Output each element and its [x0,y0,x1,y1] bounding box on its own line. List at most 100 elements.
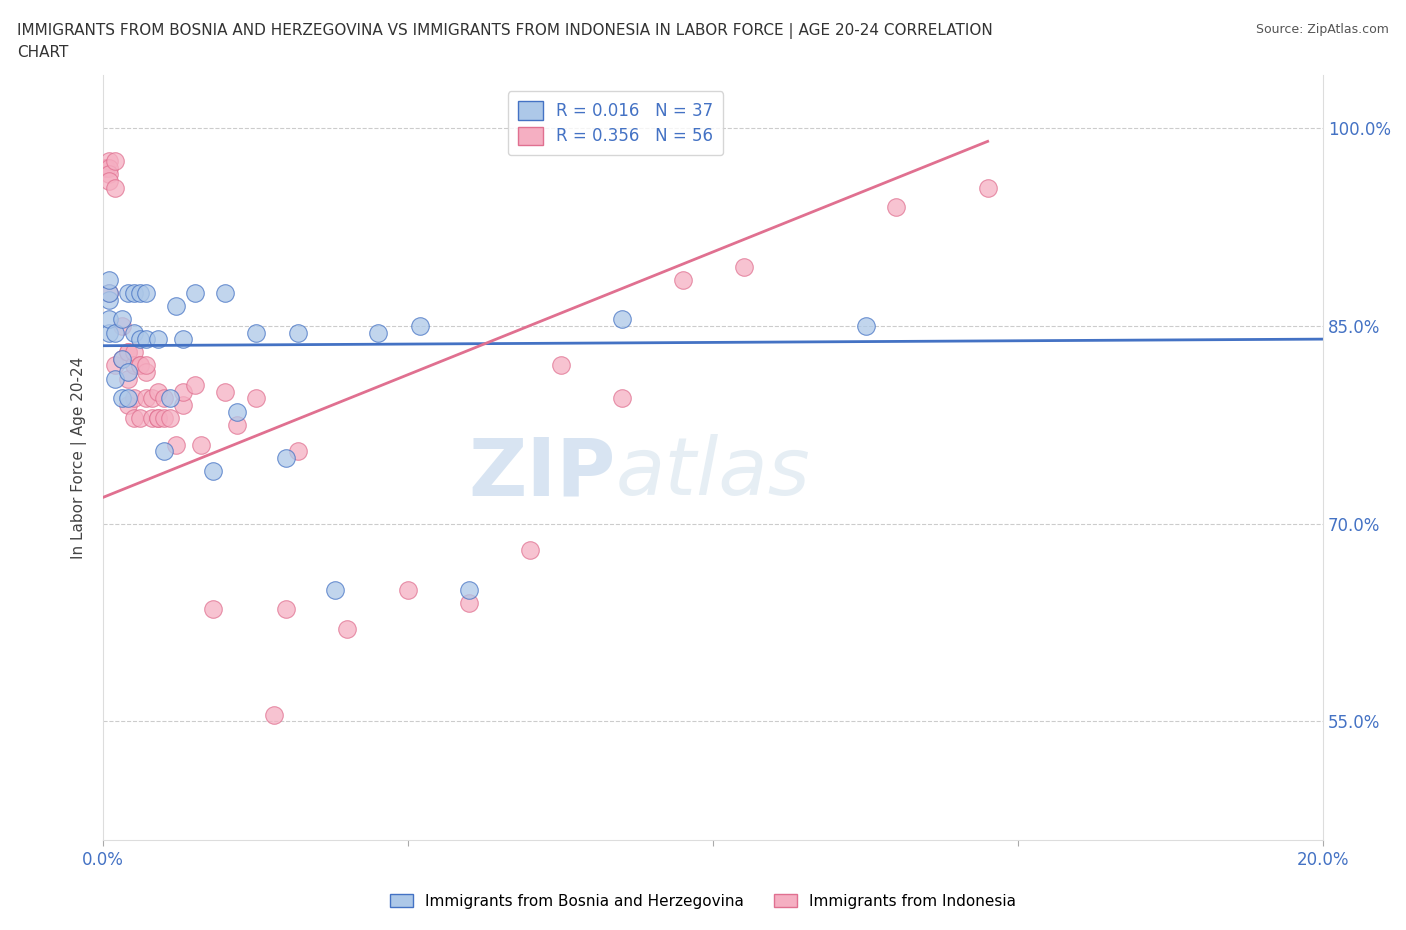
Point [672,272,695,287]
Point [135,332,157,347]
Point [110,352,132,366]
Point [104,326,127,340]
Point [110,391,132,405]
Point [287,326,309,340]
Point [146,411,169,426]
Text: atlas: atlas [616,434,810,512]
Point [336,622,359,637]
Point [146,411,169,426]
Legend: R = 0.016   N = 37, R = 0.356   N = 56: R = 0.016 N = 37, R = 0.356 N = 56 [508,91,723,155]
Point [245,326,267,340]
Point [122,391,145,405]
Point [117,371,139,386]
Point [117,398,139,413]
Text: CHART: CHART [17,45,69,60]
Point [153,444,176,458]
Point [201,602,224,617]
Point [276,602,298,617]
Point [263,708,285,723]
Point [610,312,633,326]
Point [214,384,236,399]
Point [396,582,419,597]
Point [519,542,541,557]
Point [165,437,187,452]
Point [458,595,481,610]
Point [98,312,121,326]
Point [201,463,224,478]
Point [367,326,389,340]
Point [146,384,169,399]
Point [104,371,127,386]
Point [159,411,181,426]
Point [117,286,139,300]
Point [172,332,194,347]
Point [98,292,121,307]
Point [122,358,145,373]
Point [98,166,121,181]
Point [976,180,998,195]
Point [141,411,163,426]
Point [323,582,346,597]
Point [98,326,121,340]
Point [117,391,139,405]
Point [128,358,150,373]
Text: Source: ZipAtlas.com: Source: ZipAtlas.com [1256,23,1389,36]
Point [733,259,755,274]
Point [110,352,132,366]
Point [159,391,181,405]
Point [98,153,121,168]
Point [153,391,176,405]
Point [135,391,157,405]
Point [122,326,145,340]
Point [117,365,139,379]
Point [104,153,127,168]
Point [884,200,907,215]
Point [226,405,249,419]
Text: IMMIGRANTS FROM BOSNIA AND HERZEGOVINA VS IMMIGRANTS FROM INDONESIA IN LABOR FOR: IMMIGRANTS FROM BOSNIA AND HERZEGOVINA V… [17,23,993,39]
Point [110,312,132,326]
Point [110,318,132,333]
Legend: Immigrants from Bosnia and Herzegovina, Immigrants from Indonesia: Immigrants from Bosnia and Herzegovina, … [384,887,1022,915]
Point [190,437,212,452]
Point [135,286,157,300]
Point [128,332,150,347]
Point [98,160,121,175]
Point [141,391,163,405]
Point [122,286,145,300]
Point [117,345,139,360]
Point [172,384,194,399]
Point [128,286,150,300]
Point [245,391,267,405]
Point [855,318,877,333]
Point [135,365,157,379]
Point [287,444,309,458]
Point [172,398,194,413]
Point [226,418,249,432]
Point [122,411,145,426]
Point [409,318,432,333]
Point [153,411,176,426]
Point [610,391,633,405]
Point [117,345,139,360]
Point [96,160,118,175]
Point [214,286,236,300]
Point [98,286,121,300]
Point [98,286,121,300]
Point [98,174,121,189]
Point [122,345,145,360]
Point [550,358,572,373]
Point [96,160,118,175]
Point [98,272,121,287]
Point [276,450,298,465]
Y-axis label: In Labor Force | Age 20-24: In Labor Force | Age 20-24 [72,356,87,559]
Point [183,378,205,392]
Point [183,286,205,300]
Point [128,358,150,373]
Point [128,411,150,426]
Point [458,582,481,597]
Point [146,332,169,347]
Point [104,180,127,195]
Point [165,299,187,313]
Point [135,358,157,373]
Point [104,358,127,373]
